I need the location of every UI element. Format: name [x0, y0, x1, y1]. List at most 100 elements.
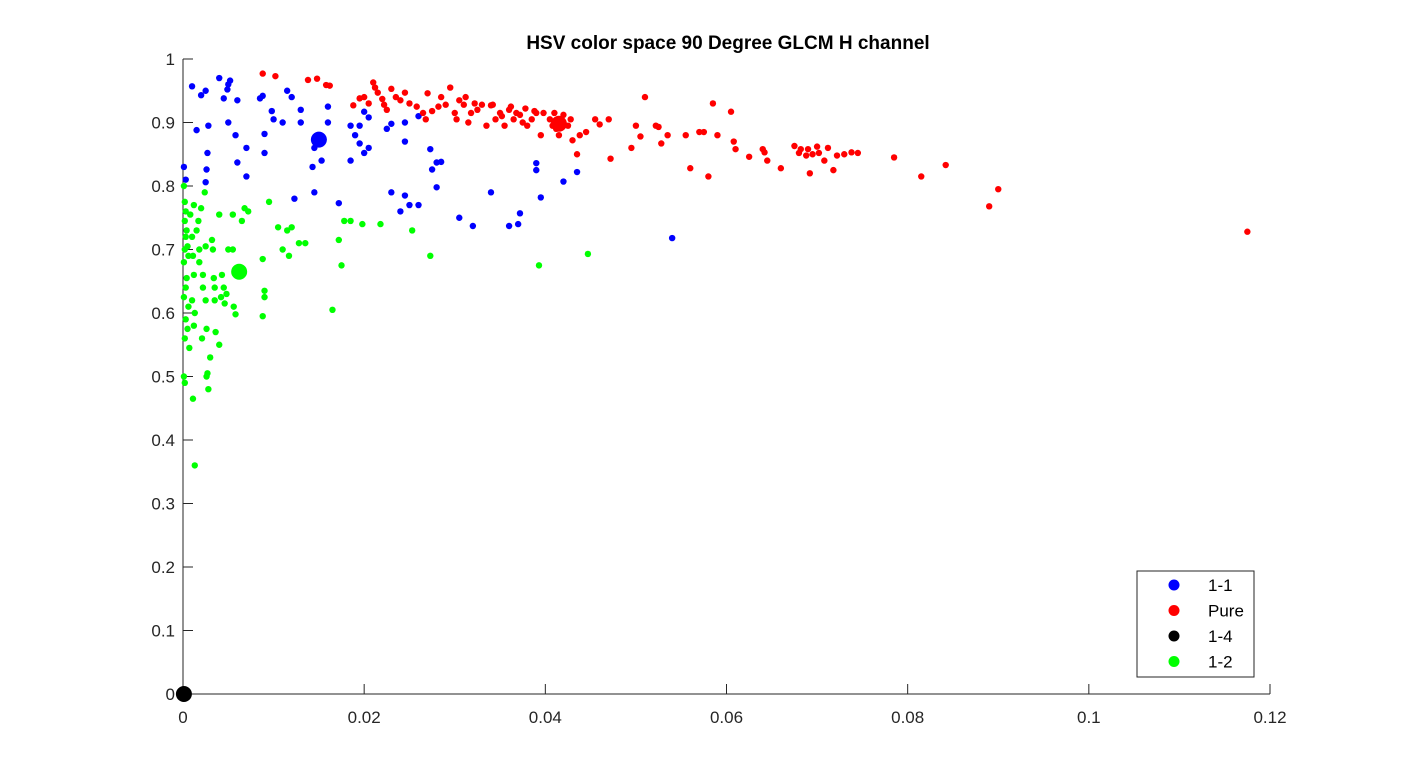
data-point — [374, 89, 381, 96]
data-point — [295, 239, 303, 247]
data-point — [245, 208, 252, 215]
data-point — [180, 182, 188, 190]
data-point — [304, 76, 312, 84]
x-tick-label: 0.08 — [891, 708, 924, 727]
data-point — [483, 122, 490, 129]
data-point — [182, 208, 189, 215]
data-point — [415, 201, 422, 209]
data-point — [285, 252, 293, 260]
data-point — [347, 217, 354, 225]
data-point — [401, 119, 409, 126]
data-point — [456, 214, 463, 221]
data-point — [514, 220, 522, 228]
data-point — [224, 86, 231, 93]
data-point — [202, 297, 209, 304]
data-point — [498, 112, 506, 120]
data-point — [261, 287, 268, 294]
data-point — [388, 189, 395, 196]
y-tick-label: 0.7 — [151, 241, 175, 260]
data-point — [415, 112, 422, 120]
data-point — [424, 90, 431, 97]
series-1-2 — [180, 182, 592, 469]
data-point — [199, 271, 207, 279]
data-point — [487, 189, 495, 196]
legend-label: 1-4 — [1208, 627, 1233, 646]
data-point — [216, 211, 223, 218]
y-tick-label: 1 — [166, 50, 175, 69]
data-point — [196, 259, 203, 266]
data-point — [985, 203, 993, 210]
data-point — [528, 116, 535, 123]
data-point — [338, 262, 345, 269]
data-point — [540, 109, 547, 117]
data-point — [533, 109, 540, 117]
data-point — [234, 159, 241, 166]
data-point — [259, 70, 266, 77]
data-point — [745, 153, 753, 160]
data-point — [181, 246, 189, 253]
data-point — [186, 344, 193, 352]
data-point — [191, 309, 198, 317]
data-point — [302, 239, 309, 247]
data-point — [533, 166, 540, 174]
data-point — [201, 189, 208, 196]
data-point — [383, 106, 391, 114]
data-point — [365, 144, 372, 152]
data-point — [185, 303, 192, 310]
data-point — [205, 386, 212, 393]
data-point — [841, 151, 848, 158]
data-point — [519, 119, 526, 126]
data-point — [433, 184, 440, 191]
data-point — [456, 97, 463, 104]
data-point — [942, 161, 949, 169]
legend-marker — [1168, 630, 1180, 642]
data-point — [427, 252, 434, 260]
data-point — [380, 101, 388, 108]
data-point — [313, 75, 321, 82]
data-point — [821, 157, 828, 164]
data-point — [360, 108, 368, 115]
data-point — [730, 138, 737, 145]
data-point — [462, 93, 469, 101]
data-point — [501, 122, 508, 129]
data-point — [1244, 228, 1251, 235]
y-tick-label: 0.4 — [151, 431, 175, 450]
chart-title: HSV color space 90 Degree GLCM H channel — [526, 33, 929, 54]
data-point — [397, 97, 404, 104]
data-point — [797, 145, 804, 153]
data-point — [311, 189, 318, 196]
data-point — [204, 370, 211, 377]
y-tick-label: 0 — [166, 685, 175, 704]
data-point — [584, 250, 592, 258]
data-point — [180, 373, 188, 380]
data-point — [225, 246, 232, 253]
data-point — [272, 72, 279, 80]
data-point — [324, 119, 332, 126]
data-point — [397, 208, 404, 215]
data-point — [437, 158, 445, 166]
data-point — [537, 194, 545, 201]
data-point — [218, 271, 226, 279]
data-point — [637, 133, 644, 140]
data-point — [211, 284, 218, 291]
data-point — [193, 227, 200, 234]
data-point — [297, 106, 304, 114]
centroid-marker — [310, 131, 327, 148]
data-point — [229, 246, 237, 253]
y-tick-label: 0.8 — [151, 177, 175, 196]
data-point — [202, 178, 209, 186]
data-point — [406, 100, 413, 107]
data-point — [705, 173, 712, 180]
data-point — [329, 306, 336, 314]
data-point — [505, 222, 513, 230]
data-point — [180, 259, 188, 266]
data-point — [474, 106, 481, 114]
data-point — [203, 166, 210, 173]
data-point — [259, 92, 266, 100]
data-point — [211, 297, 218, 304]
data-point — [210, 274, 217, 282]
data-point — [408, 227, 416, 234]
data-point — [265, 198, 273, 206]
data-points — [175, 70, 1251, 702]
data-point — [291, 195, 298, 202]
